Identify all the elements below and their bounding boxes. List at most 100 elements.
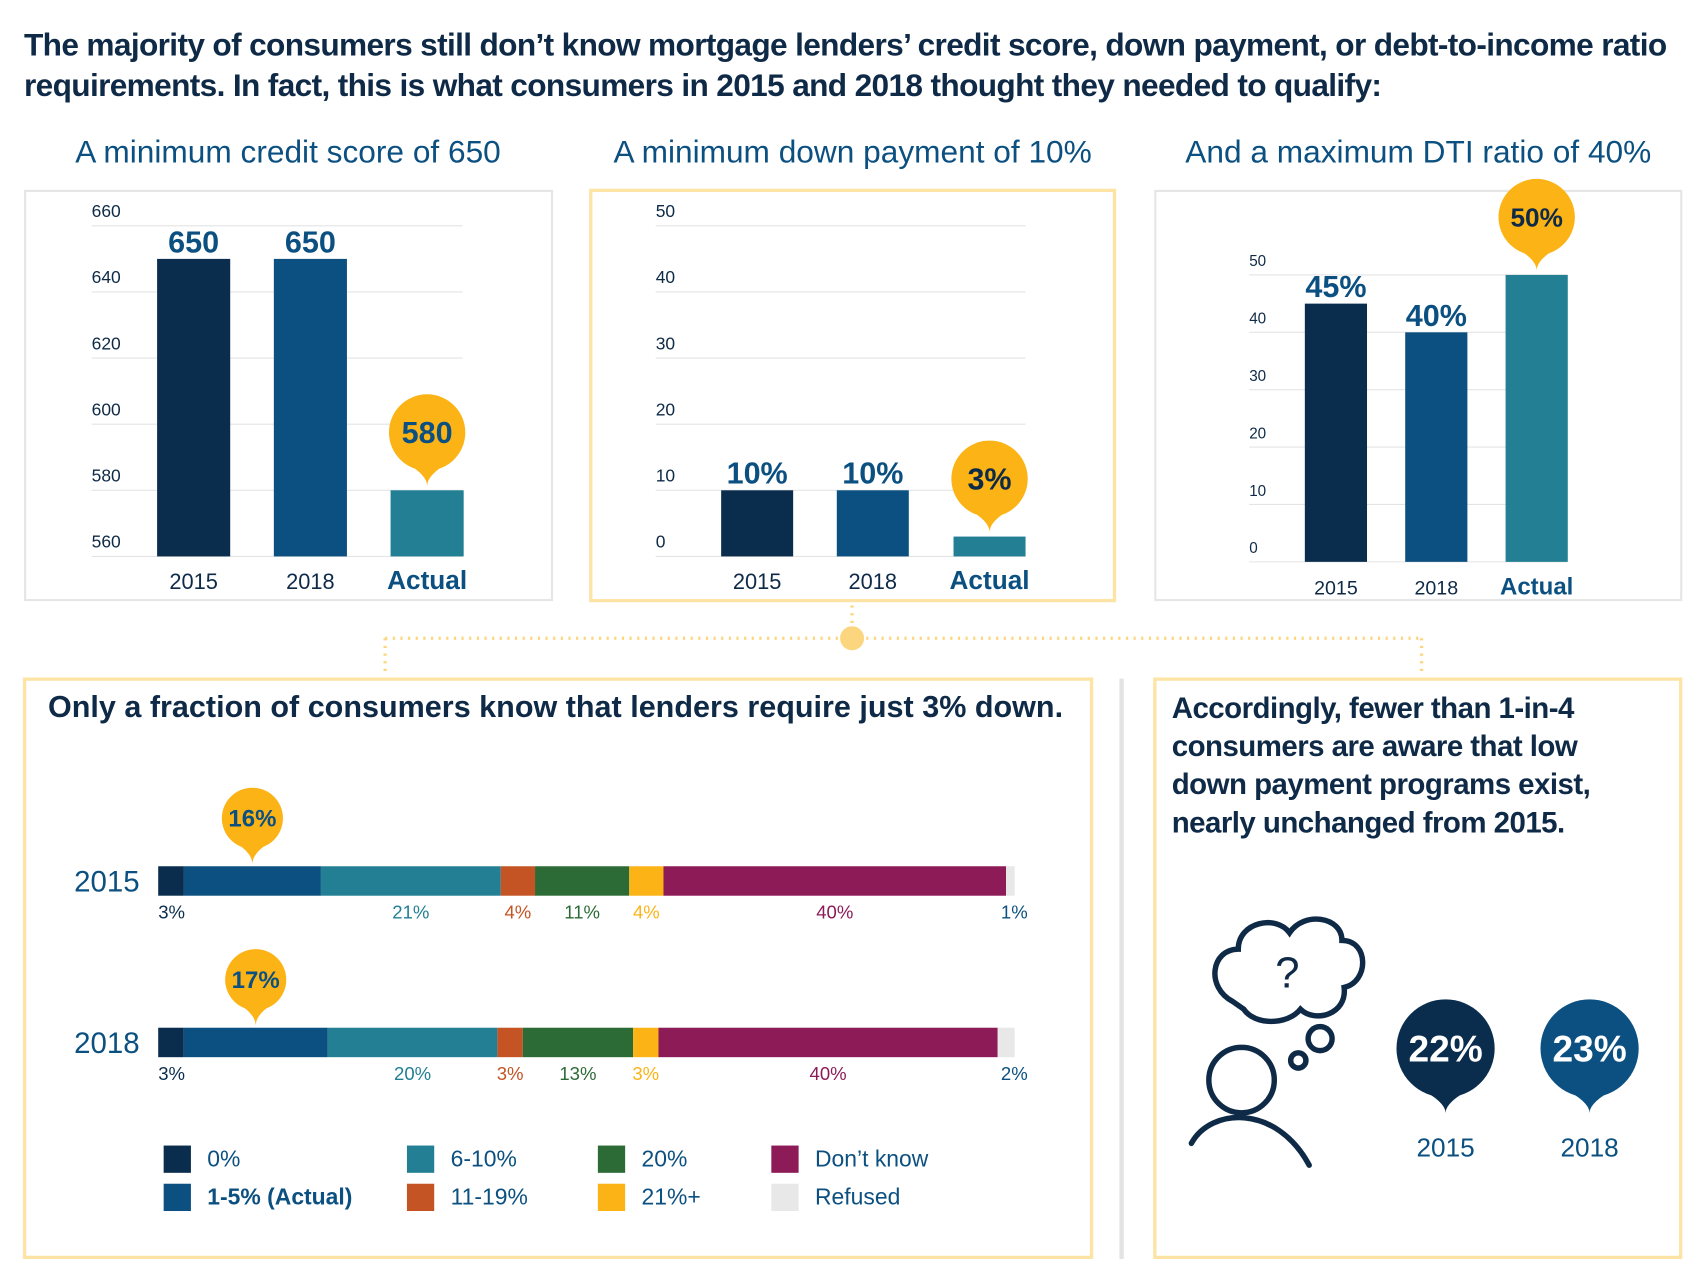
data-label: 650 — [168, 225, 219, 259]
y-tick-label: 0 — [1249, 540, 1258, 557]
bar-chart-1: 50 40 30 20 10 0 2015 10% 2018 10% Actual 3% — [655, 201, 1030, 595]
segment-label: 3% — [158, 1063, 185, 1084]
legend-swatch — [163, 1145, 191, 1173]
connector-dot — [840, 626, 865, 651]
y-tick-label: 40 — [656, 267, 676, 287]
segment-0 — [158, 866, 184, 896]
y-tick-label: 10 — [1249, 483, 1266, 500]
data-label-actual-tail — [238, 1004, 273, 1026]
data-label: 10% — [842, 457, 903, 491]
legend-item: Don’t know — [771, 1145, 929, 1173]
y-tick-label: 30 — [656, 333, 676, 353]
legend-item: 0% — [163, 1145, 241, 1173]
stacked-chart-title: Only a fraction of consumers know that l… — [48, 689, 1064, 724]
legend-item: Refused — [771, 1183, 901, 1212]
legend-label: Refused — [814, 1184, 901, 1210]
segment-1 — [183, 1027, 328, 1058]
credit-score-panel — [24, 189, 554, 602]
segment-label: 11% — [564, 902, 600, 923]
x-tick-label: Actual — [950, 565, 1030, 595]
data-label: 45% — [1305, 270, 1366, 304]
data-label-actual-circle — [951, 440, 1028, 517]
segment-5 — [633, 1027, 659, 1058]
data-label: 650 — [285, 225, 336, 259]
legend-swatch — [163, 1183, 191, 1212]
segment-7 — [997, 1027, 1015, 1058]
y-tick-label: 580 — [92, 466, 121, 486]
segment-2 — [320, 866, 501, 896]
segment-6 — [663, 866, 1007, 896]
awareness-badge-2018-label: 23% — [1552, 1027, 1626, 1069]
dti-panel — [1154, 189, 1683, 602]
question-mark-icon: ? — [1275, 948, 1299, 997]
segment-label: 21% — [392, 902, 429, 923]
awareness-badge-2015-circle — [1396, 999, 1495, 1098]
legend-label: 11-19% — [450, 1184, 528, 1210]
data-label-actual-circle — [388, 394, 466, 471]
y-tick-label: 660 — [92, 201, 121, 221]
data-label: 10% — [727, 457, 788, 491]
credit-score-chart-title: A minimum credit score of 650 — [75, 135, 501, 171]
segment-label: 3% — [158, 902, 185, 923]
down-payment-knowledge-panel — [22, 677, 1094, 1260]
segment-label: 40% — [810, 1063, 847, 1084]
segment-0 — [158, 1027, 184, 1058]
segment-label: 13% — [559, 1063, 596, 1084]
data-label: 40% — [1406, 299, 1467, 333]
segment-label: 4% — [633, 902, 660, 923]
y-tick-label: 50 — [656, 201, 676, 221]
bar-2018 — [1405, 332, 1468, 562]
bar-2015 — [721, 490, 794, 557]
legend-swatch — [771, 1183, 799, 1212]
x-tick-label: Actual — [387, 565, 467, 595]
y-tick-label: 40 — [1249, 311, 1266, 328]
row-label: 2018 — [74, 1027, 140, 1060]
data-label-actual-circle — [221, 787, 283, 849]
row-label: 2015 — [74, 865, 140, 898]
y-tick-label: 20 — [656, 399, 676, 419]
awareness-badge-2015-label: 22% — [1408, 1027, 1482, 1069]
segment-label: 2% — [1001, 1063, 1028, 1084]
legend-label: 20% — [641, 1146, 688, 1172]
legend-label: 1-5% (Actual) — [207, 1184, 353, 1210]
y-tick-label: 10 — [656, 466, 676, 486]
x-tick-label: 2015 — [733, 569, 782, 594]
segment-4 — [522, 1027, 634, 1058]
connector — [383, 605, 1424, 677]
awareness-title: Accordingly, fewer than 1-in-4 consumers… — [1171, 691, 1591, 839]
bar-2018 — [273, 258, 347, 557]
segment-4 — [535, 866, 630, 896]
data-label-actual-tail — [235, 842, 270, 865]
legend: 0% 1-5% (Actual) 6-10% 11-19% 20% 21%+ Don’t k… — [163, 1145, 1015, 1228]
segment-5 — [629, 866, 664, 896]
y-tick-label: 600 — [92, 399, 121, 419]
bar-2015 — [1304, 303, 1368, 562]
segment-label: 40% — [816, 902, 853, 923]
segment-2 — [327, 1027, 498, 1058]
segment-label: 3% — [632, 1063, 659, 1084]
x-tick-label: 2015 — [1314, 578, 1358, 600]
legend-item: 1-5% (Actual) — [163, 1183, 353, 1212]
bar-2018 — [836, 490, 909, 557]
awareness-panel — [1153, 677, 1683, 1260]
data-label-actual-label: 17% — [232, 967, 280, 994]
legend-label: Don’t know — [814, 1146, 929, 1172]
legend-label: 6-10% — [450, 1146, 517, 1172]
legend-swatch — [597, 1183, 626, 1212]
data-label-actual-circle — [225, 949, 287, 1011]
x-tick-label: 2015 — [169, 569, 218, 594]
awareness-year-label: 2018 — [1560, 1132, 1618, 1162]
x-tick-label: 2018 — [1414, 578, 1458, 600]
down-payment-panel — [589, 188, 1117, 603]
segment-1 — [183, 866, 321, 896]
legend-item: 21%+ — [597, 1183, 701, 1212]
legend-label: 0% — [207, 1146, 241, 1172]
y-tick-label: 0 — [656, 532, 666, 552]
segment-label: 1% — [1001, 902, 1028, 923]
awareness-badge-2018-circle — [1540, 999, 1639, 1098]
bar-actual — [953, 536, 1026, 557]
legend-swatch — [771, 1145, 799, 1173]
data-label-actual-label: 3% — [967, 462, 1011, 496]
down-payment-chart-title: A minimum down payment of 10% — [613, 135, 1092, 171]
